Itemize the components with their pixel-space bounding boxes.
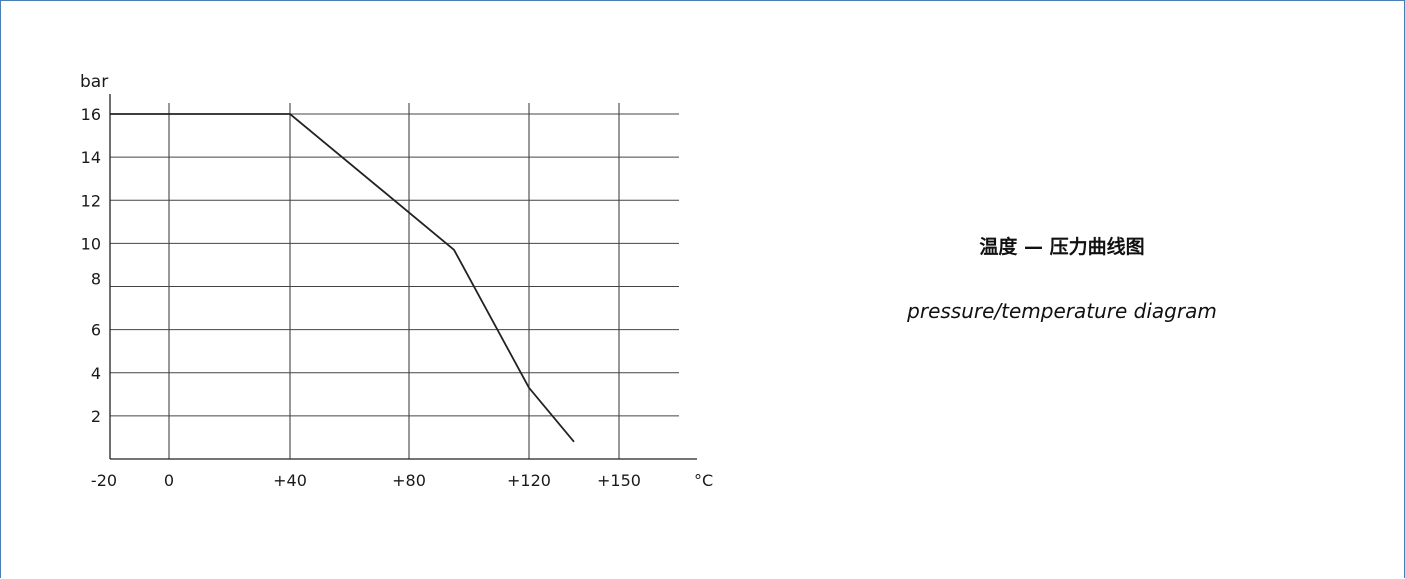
caption-english: pressure/temperature diagram — [907, 299, 1217, 323]
series-group — [110, 113, 575, 443]
y-tick-label: 4 — [91, 364, 101, 383]
x-axis-label: °C — [694, 471, 713, 490]
x-tick-label: +120 — [507, 471, 551, 490]
y-tick-labels: 2 4 6 8 10 12 14 16 — [81, 105, 101, 426]
y-tick-label: 10 — [81, 234, 101, 253]
x-tick-label: +40 — [273, 471, 307, 490]
horizontal-gridlines — [110, 113, 679, 417]
x-tick-label: -20 — [91, 471, 117, 490]
x-tick-label: +150 — [597, 471, 641, 490]
x-tick-label: +80 — [392, 471, 426, 490]
series-line — [110, 113, 575, 443]
y-tick-label: 14 — [81, 148, 101, 167]
caption-chinese: 温度 — 压力曲线图 — [979, 236, 1145, 258]
y-tick-label: 2 — [91, 407, 101, 426]
y-axis-label: bar — [80, 72, 108, 92]
y-tick-label: 12 — [81, 191, 101, 210]
y-tick-label: 16 — [81, 105, 101, 124]
y-tick-label: 8 — [91, 270, 101, 289]
pressure-temperature-chart: -20 0 +40 +80 +120 +150 2 4 6 8 10 12 14 16 bar °C — [80, 72, 713, 490]
y-tick-label: 6 — [91, 321, 101, 340]
caption: 温度 — 压力曲线图 pressure/temperature diagram — [862, 232, 1262, 323]
x-tick-labels: -20 0 +40 +80 +120 +150 — [91, 471, 641, 490]
vertical-gridlines — [168, 103, 620, 459]
x-tick-label: 0 — [164, 471, 174, 490]
